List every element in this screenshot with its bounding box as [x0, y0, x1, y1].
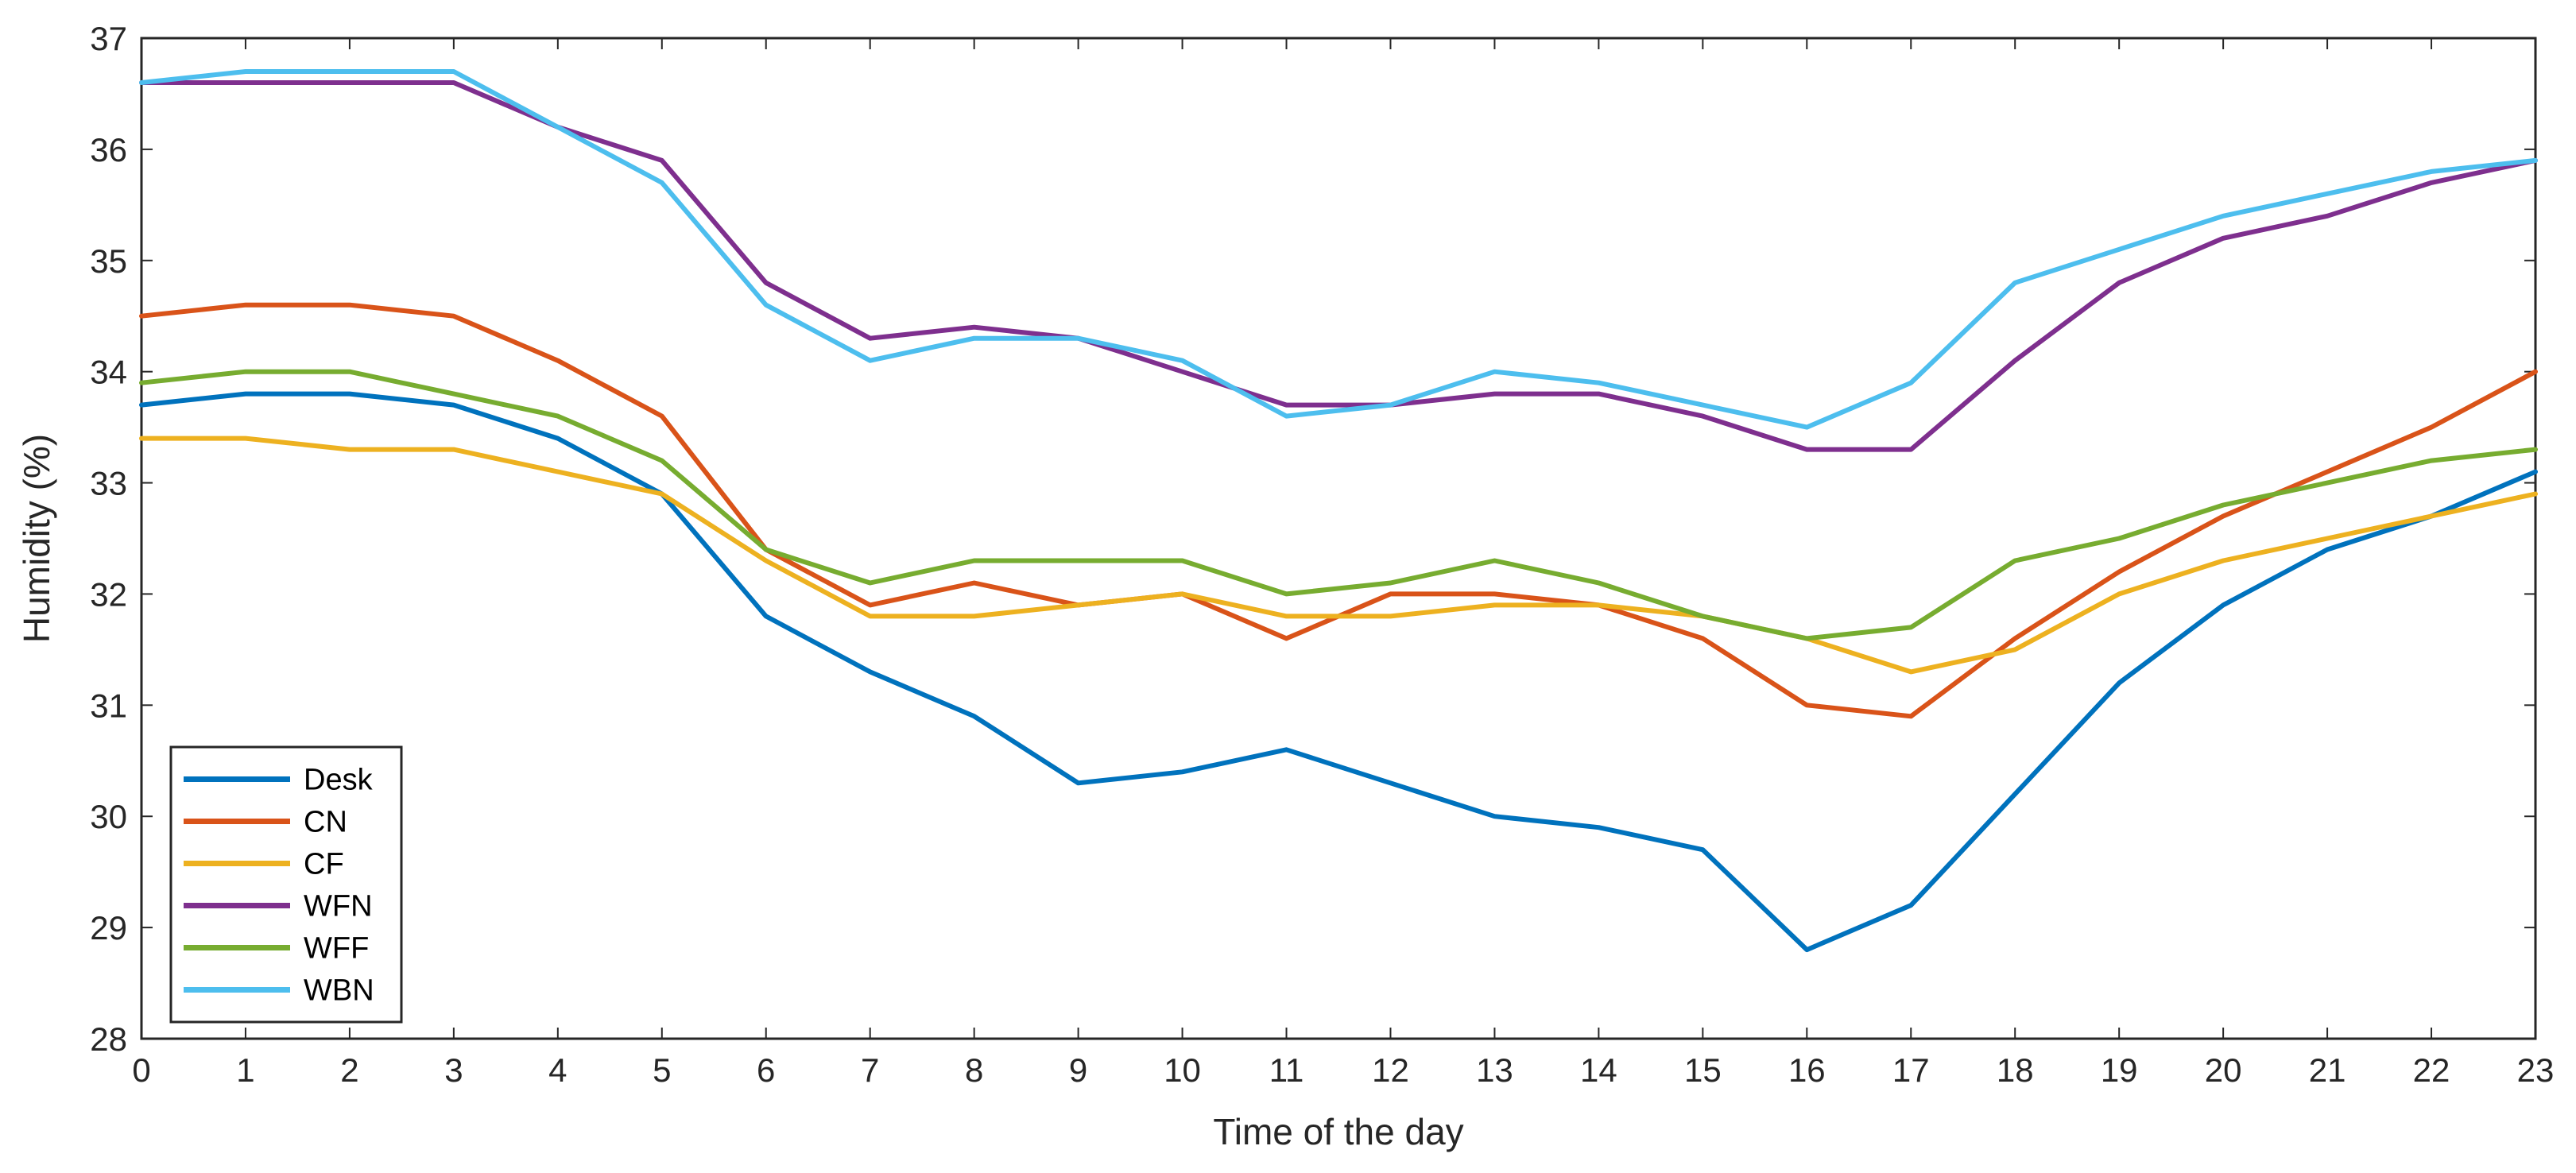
x-tick-label: 9	[1069, 1051, 1087, 1089]
y-tick-label: 31	[90, 687, 127, 724]
y-tick-label: 30	[90, 798, 127, 835]
y-tick-label: 35	[90, 242, 127, 280]
x-tick-label: 8	[965, 1051, 983, 1089]
series-line-cf	[139, 436, 2538, 675]
legend-label-cn: CN	[304, 806, 347, 839]
y-tick-label: 34	[90, 354, 127, 391]
x-tick-label: 1	[236, 1051, 254, 1089]
legend-label-wbn: WBN	[304, 974, 374, 1008]
x-tick-label: 22	[2413, 1051, 2450, 1089]
x-tick-label: 19	[2101, 1051, 2138, 1089]
legend: Desk CN CF WFN WFF WBN	[169, 745, 403, 1024]
x-tick-label: 2	[340, 1051, 358, 1089]
legend-label-desk: Desk	[304, 764, 374, 797]
series-line-wff	[139, 369, 2538, 641]
legend-label-wfn: WFN	[304, 890, 373, 923]
x-axis-label: Time of the day	[1213, 1111, 1463, 1152]
x-tick-label: 15	[1684, 1051, 1722, 1089]
y-tick-label: 32	[90, 575, 127, 613]
y-tick-label: 28	[90, 1020, 127, 1058]
x-tick-label: 20	[2205, 1051, 2242, 1089]
y-tick-label: 37	[90, 20, 127, 57]
x-tick-label: 14	[1580, 1051, 1617, 1089]
x-tick-label: 6	[757, 1051, 775, 1089]
legend-box	[169, 745, 403, 1024]
x-tick-label: 23	[2517, 1051, 2555, 1089]
series-line-desk	[139, 391, 2538, 953]
legend-label-cf: CF	[304, 848, 344, 881]
x-tick-label: 21	[2309, 1051, 2346, 1089]
y-tick-label: 36	[90, 131, 127, 168]
x-tick-label: 18	[1997, 1051, 2034, 1089]
plot-area	[140, 37, 2537, 1040]
x-tick-label: 7	[861, 1051, 879, 1089]
x-tick-label: 16	[1788, 1051, 1826, 1089]
x-tick-label: 13	[1476, 1051, 1513, 1089]
x-tick-label: 3	[444, 1051, 463, 1089]
x-tick-label: 0	[132, 1051, 150, 1089]
series-layer	[139, 69, 2538, 953]
series-line-wbn	[139, 69, 2538, 430]
x-tick-label: 17	[1892, 1051, 1930, 1089]
x-tick-label: 11	[1269, 1051, 1304, 1089]
x-tick-label: 12	[1372, 1051, 1409, 1089]
x-tick-label: 10	[1164, 1051, 1201, 1089]
legend-label-wff: WFF	[304, 932, 369, 966]
y-tick-label: 29	[90, 909, 127, 947]
x-tick-label: 5	[653, 1051, 671, 1089]
y-tick-label: 33	[90, 465, 127, 502]
y-axis-label: Humidity (%)	[16, 434, 57, 643]
x-tick-label: 4	[548, 1051, 567, 1089]
